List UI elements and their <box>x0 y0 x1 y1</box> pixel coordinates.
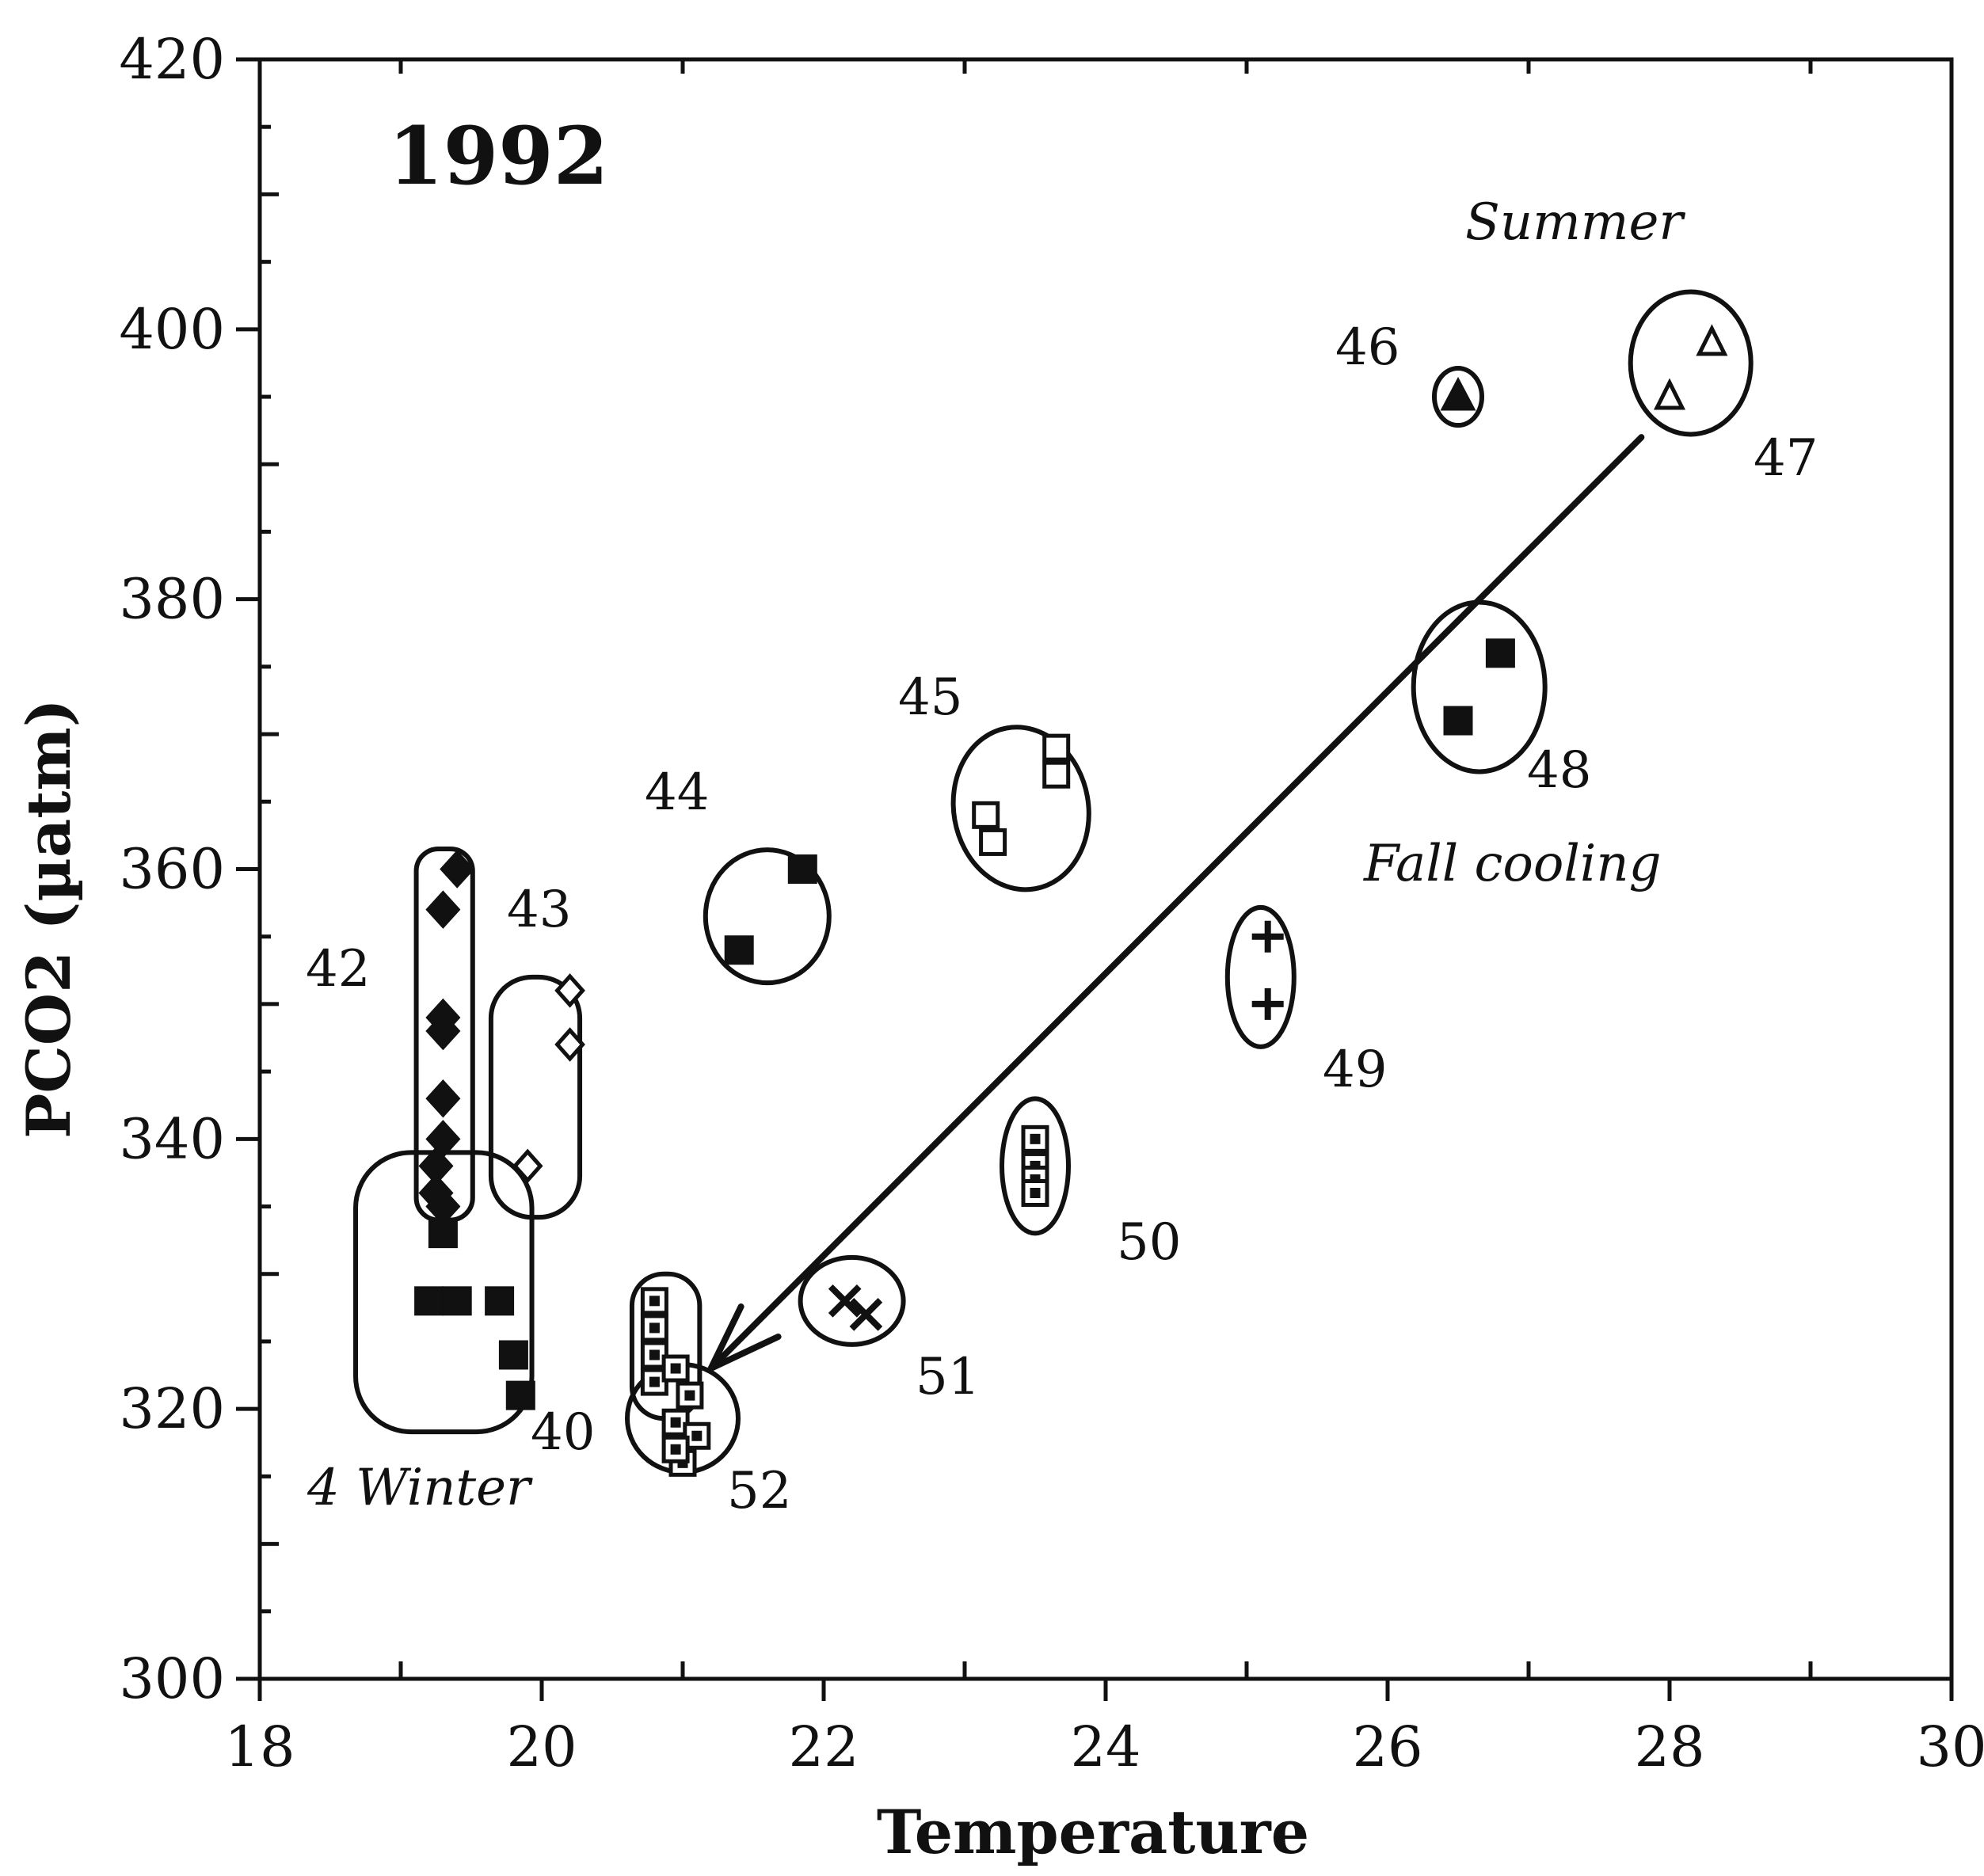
group-label-46: 46 <box>1335 318 1399 377</box>
trend-arrow <box>707 434 1645 1372</box>
outline-group-51 <box>798 1254 906 1347</box>
data-point-dotted-square <box>1021 1124 1049 1153</box>
data-point-filled-diamond <box>425 1079 461 1118</box>
data-point-open-triangle <box>1653 378 1686 410</box>
data-point-dot <box>684 1390 695 1401</box>
data-point-open-square <box>979 828 1007 856</box>
x-tick-label: 30 <box>1916 1714 1984 1779</box>
labels: 40 42 43 44 45 46 47 48 49 50 51 52 <box>306 318 1818 1520</box>
x-axis-title: Temperature <box>877 1797 1309 1867</box>
data-point-open-diamond <box>554 1027 585 1062</box>
data-point-dot <box>670 1363 681 1374</box>
data-point-dot <box>691 1430 703 1441</box>
data-point-open-square <box>972 801 1000 829</box>
data-point-plus <box>1251 987 1284 1020</box>
data-point-filled-square <box>724 935 754 965</box>
y-tick-label: 340 <box>119 1106 225 1171</box>
outline-group-43 <box>488 974 583 1220</box>
data-point-dot <box>649 1349 660 1360</box>
x-tick-label: 24 <box>1070 1714 1141 1779</box>
y-tick-label: 400 <box>119 297 225 362</box>
data-point-filled-diamond <box>425 1187 461 1226</box>
data-point-filled-square <box>414 1286 444 1316</box>
data-point-filled-triangle <box>1440 376 1476 411</box>
x-tick-label: 26 <box>1352 1714 1422 1779</box>
outline-group-47 <box>1628 289 1754 437</box>
y-axis-title: PCO2 (µatm) <box>13 698 84 1139</box>
group-label-42: 42 <box>306 940 370 999</box>
data-point-open-square <box>1042 733 1071 762</box>
group-label-47: 47 <box>1754 429 1818 488</box>
data-point-dot <box>649 1376 660 1387</box>
data-point-dot <box>649 1296 660 1307</box>
data-point-dot <box>649 1322 660 1334</box>
data-point-filled-diamond <box>425 1011 461 1051</box>
data-point-open-square <box>1042 760 1071 789</box>
group-label-51: 51 <box>916 1348 980 1406</box>
data-point-cross <box>849 1298 883 1331</box>
data-point-cross <box>828 1284 862 1318</box>
data-point-dot <box>670 1417 681 1428</box>
data-point-filled-square <box>442 1286 472 1316</box>
data-point-open-triangle <box>1696 324 1728 356</box>
plot-border <box>257 57 1954 1681</box>
data-point-dot <box>670 1444 681 1455</box>
outline-group-50 <box>1000 1096 1071 1236</box>
data-point-filled-diamond <box>425 890 461 929</box>
group-label-40: 40 <box>531 1403 595 1462</box>
chart-title: 1992 <box>388 109 608 203</box>
data-point-dot <box>1030 1188 1041 1198</box>
y-tick-label: 420 <box>119 27 225 92</box>
annotation-summer: Summer <box>1465 193 1685 252</box>
plot-frame: 18 20 22 24 26 28 30 300 320 340 360 380 400 420 <box>119 27 1984 1779</box>
data-point-dotted-square <box>640 1287 668 1315</box>
data-point-filled-square <box>787 854 817 884</box>
trend-arrow-shaft <box>707 434 1645 1372</box>
data-point-filled-square <box>505 1380 535 1410</box>
outline-group-44 <box>703 847 832 986</box>
group-label-45: 45 <box>898 668 962 727</box>
data-point-dot <box>1030 1133 1041 1144</box>
outline-group-46 <box>1432 366 1484 428</box>
annotation-fall-cooling: Fall cooling <box>1363 835 1662 893</box>
y-tick-label: 360 <box>119 837 225 902</box>
y-tick-label: 320 <box>119 1376 225 1441</box>
data-point-filled-square <box>485 1286 515 1316</box>
x-tick-label: 20 <box>506 1714 577 1779</box>
group-label-49: 49 <box>1323 1041 1387 1099</box>
group-label-48: 48 <box>1527 741 1591 800</box>
group-label-50: 50 <box>1117 1213 1181 1272</box>
data-point-filled-square <box>498 1340 528 1370</box>
group-label-43: 43 <box>507 881 571 939</box>
trend-arrow-head <box>707 1303 782 1372</box>
data-point-open-diamond <box>554 973 585 1008</box>
data-point-open-diamond <box>512 1148 543 1184</box>
outline-group-49 <box>1224 904 1297 1049</box>
data-points <box>414 324 1728 1477</box>
data-point-filled-square <box>1485 638 1515 668</box>
x-tick-label: 22 <box>788 1714 859 1779</box>
x-tick-label: 18 <box>224 1714 295 1779</box>
data-point-plus <box>1251 920 1284 953</box>
outline-group-48 <box>1411 599 1548 774</box>
y-tick-label: 380 <box>119 567 225 632</box>
x-tick-label: 28 <box>1634 1714 1704 1779</box>
group-label-52: 52 <box>727 1462 791 1520</box>
data-point-filled-diamond <box>440 850 475 889</box>
y-tick-label: 300 <box>119 1646 225 1711</box>
data-point-filled-square <box>1443 706 1473 736</box>
outline-group-45 <box>950 725 1091 892</box>
group-label-44: 44 <box>645 763 709 822</box>
annotation-winter: 4 Winter <box>307 1459 533 1517</box>
